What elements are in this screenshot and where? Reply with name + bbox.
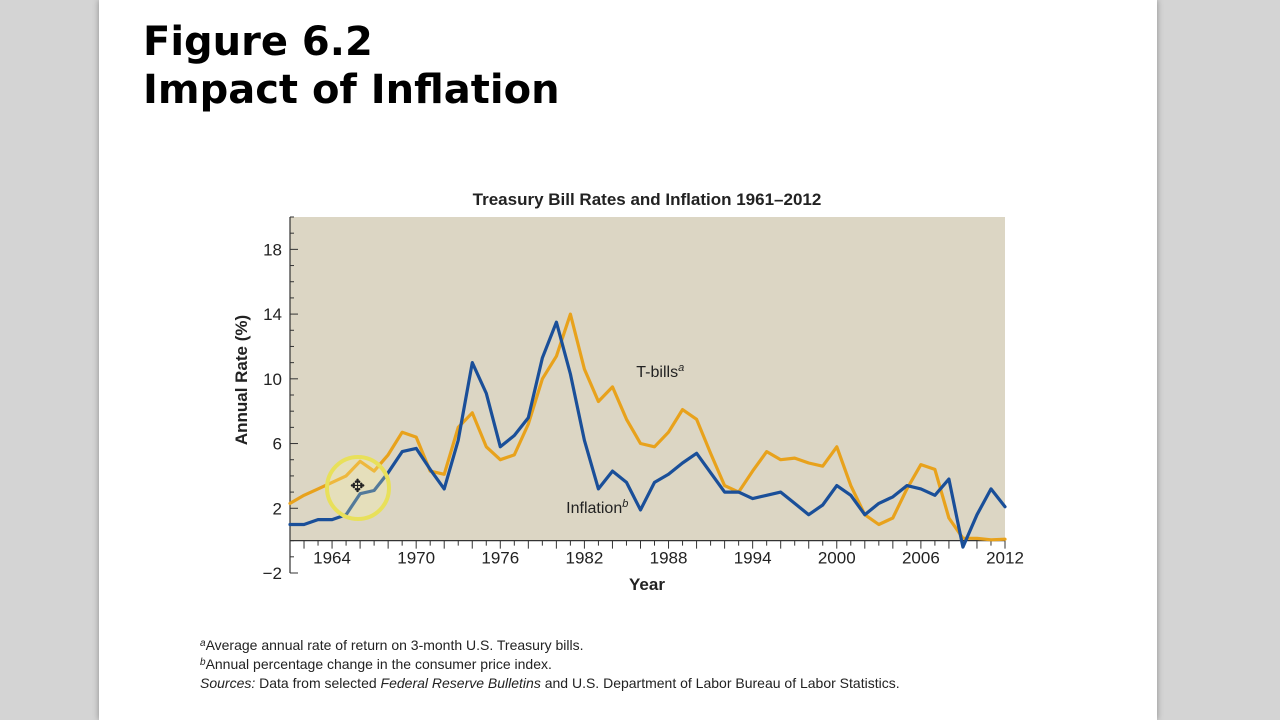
footnote-b-text: Annual percentage change in the consumer… xyxy=(205,656,552,672)
footnote-b-marker: b xyxy=(200,657,206,668)
slide-title: Figure 6.2 Impact of Inflation xyxy=(143,18,560,114)
footnote-sources: Sources: Data from selected Federal Rese… xyxy=(200,674,900,693)
chart-series xyxy=(288,312,1007,549)
y-tick-label: 10 xyxy=(263,370,282,389)
slide-title-line-1: Figure 6.2 xyxy=(143,19,373,65)
x-tick-label: 1988 xyxy=(650,549,688,568)
x-tick-label: 1964 xyxy=(313,549,351,568)
sources-text-1: Data from selected xyxy=(255,675,381,691)
y-tick-label: −2 xyxy=(263,564,282,583)
x-tick-label: 1994 xyxy=(734,549,772,568)
chart-axes: −2 2 6 10 14 18 1964 1970 1976 1982 1988 1994 2000 20… xyxy=(263,216,1024,583)
footnote-a-text: Average annual rate of return on 3-month… xyxy=(205,637,584,653)
y-tick-label: 14 xyxy=(263,305,282,324)
x-tick-label: 2012 xyxy=(986,549,1024,568)
chart-title: Treasury Bill Rates and Inflation 1961–2… xyxy=(473,190,822,209)
footnote-a-marker: a xyxy=(200,638,206,649)
chart-annotations: T-billsa Inflationb xyxy=(566,362,684,517)
series-annotation: T-billsa xyxy=(636,362,684,381)
x-tick-label: 1976 xyxy=(481,549,519,568)
cursor-highlight xyxy=(325,455,391,521)
sources-italic-1: Federal Reserve Bulletins xyxy=(380,675,541,691)
series-line-inflation xyxy=(288,320,1007,549)
sources-text-2: and U.S. Department of Labor Bureau of L… xyxy=(540,675,900,691)
footnote-a: aAverage annual rate of return on 3-mont… xyxy=(200,636,900,655)
y-axis-label: Annual Rate (%) xyxy=(232,315,251,445)
plot-background xyxy=(290,217,1005,541)
x-tick-label: 1970 xyxy=(397,549,435,568)
series-line-t-bills xyxy=(288,312,1007,542)
slide-title-line-2: Impact of Inflation xyxy=(143,67,560,113)
footnotes: aAverage annual rate of return on 3-mont… xyxy=(200,636,900,693)
y-tick-label: 2 xyxy=(273,499,282,518)
y-tick-label: 18 xyxy=(263,240,282,259)
x-tick-label: 1982 xyxy=(565,549,603,568)
x-axis-label: Year xyxy=(629,575,665,594)
y-tick-label: 6 xyxy=(273,435,282,454)
sources-label: Sources: xyxy=(200,675,256,691)
move-cursor-icon: ✥ xyxy=(350,476,366,497)
footnote-b: bAnnual percentage change in the consume… xyxy=(200,655,900,674)
x-tick-label: 2000 xyxy=(818,549,856,568)
series-annotation: Inflationb xyxy=(566,498,628,517)
x-tick-label: 2006 xyxy=(902,549,940,568)
